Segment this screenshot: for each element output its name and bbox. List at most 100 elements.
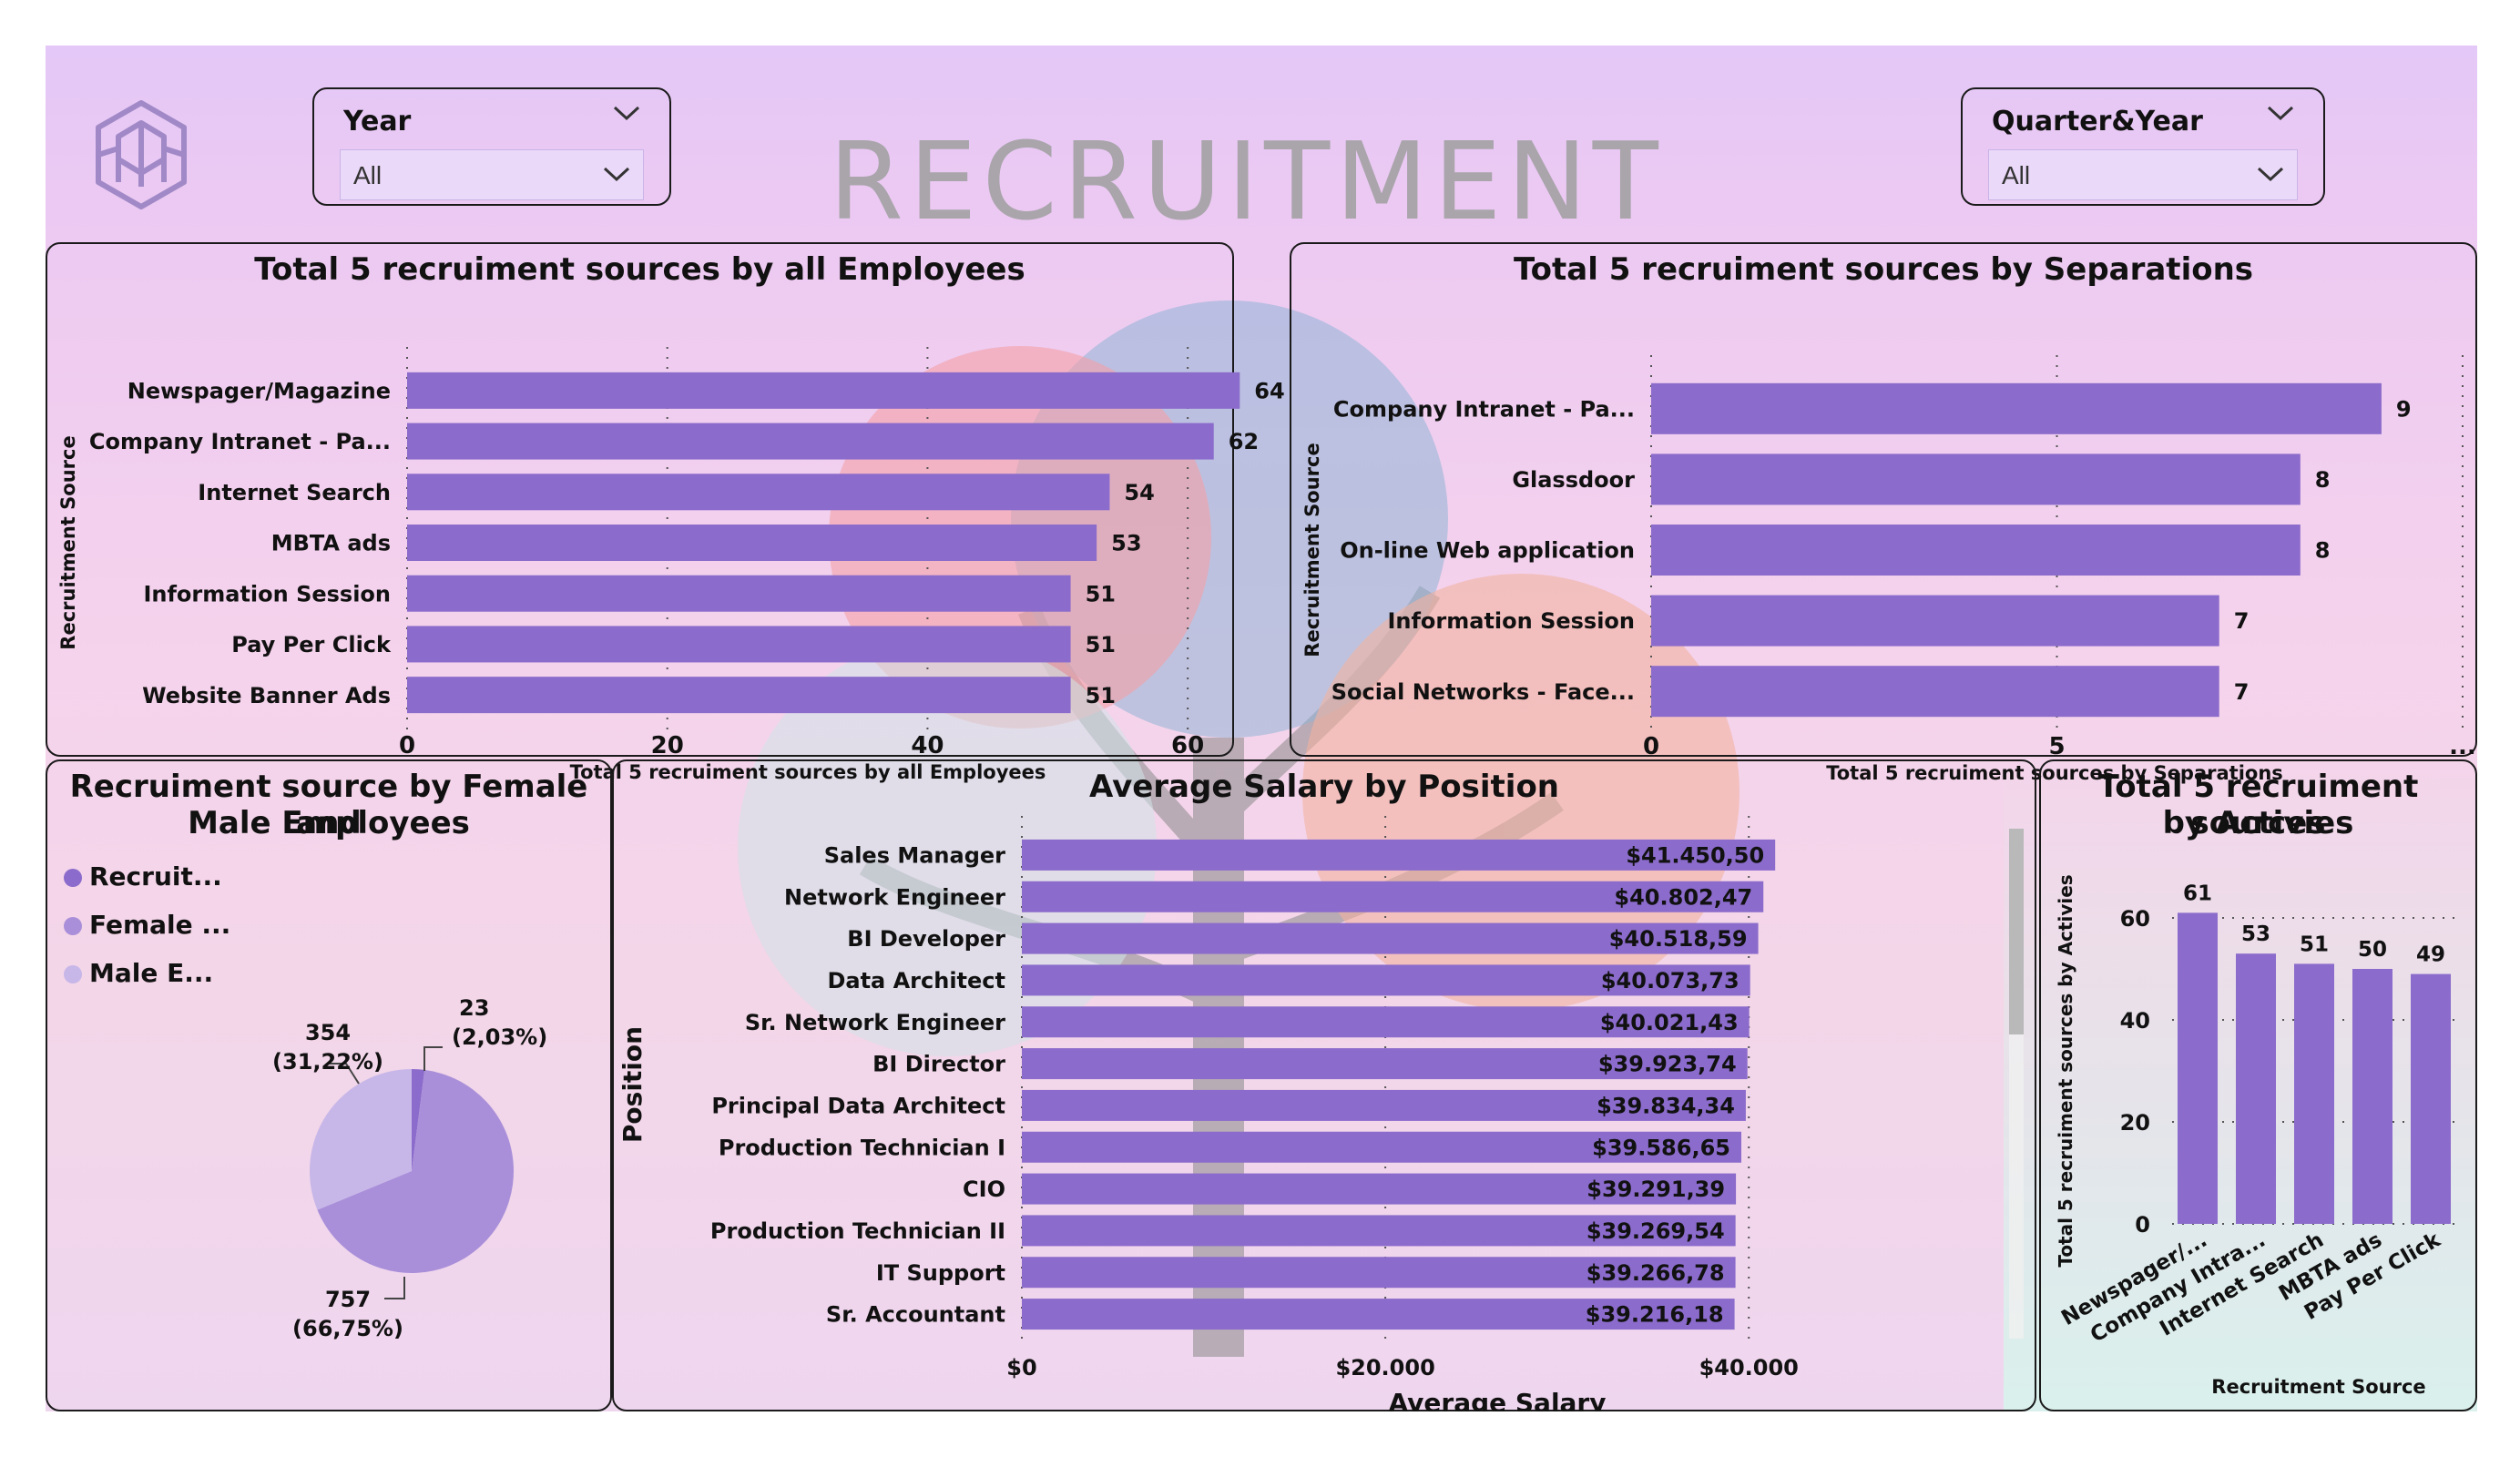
y-tick-label: 20 [2120,1110,2150,1136]
bar [1022,1257,1736,1289]
data-label: $39.269,54 [1586,1218,1725,1244]
y-axis-label: Total 5 recruiment sources by Activies [2055,874,2076,1267]
bar [1022,1173,1737,1205]
category-label: Newspager/Magazine [128,378,391,403]
gender-title-line2: Male Employees [188,805,470,841]
data-label: 54 [1124,480,1154,505]
chevron-down-icon[interactable] [601,163,632,185]
all-employees-panel: Total 5 recruiment sources by all Employ… [46,242,1285,783]
chevron-down-icon[interactable] [611,102,642,124]
activities-title-line2: by Activies [2162,805,2354,841]
data-label: $40.073,73 [1601,968,1740,993]
bar [1651,666,2219,718]
slice-pct-label: (31,22%) [272,1049,383,1075]
bar [407,626,1071,663]
x-tick-label: 0 [399,732,415,759]
dashboard-canvas: Year All RECRUITMENT Quarter&Year All To… [46,46,2477,1411]
page-title: RECRUITMENT [829,118,1664,244]
bar [1651,382,2382,434]
y-axis-label: Recruitment Source [1301,443,1323,657]
bar [1651,595,2219,647]
x-axis-label: Total 5 recruiment sources by Separation… [1826,762,2283,784]
legend-item-recruit[interactable]: Recruit... [64,861,222,892]
bar [2294,963,2334,1224]
bar [2236,953,2276,1224]
year-slicer[interactable]: Year All [312,87,671,206]
all-employees-title: Total 5 recruiment sources by all Employ… [254,251,1025,288]
data-label: $40.021,43 [1600,1010,1739,1035]
data-label: 8 [2315,467,2331,493]
data-label: $41.450,50 [1626,843,1764,869]
y-tick-label: 40 [2120,1008,2150,1034]
data-label: $40.518,59 [1609,926,1748,952]
x-axis-label: Average Salary [1388,1388,1606,1411]
category-label: Glassdoor [1512,467,1635,493]
quarter-year-slicer[interactable]: Quarter&Year All [1961,87,2325,206]
x-tick-label: $20.000 [1335,1355,1434,1381]
category-label: Sales Manager [824,843,1005,869]
data-label: 51 [1086,683,1116,708]
data-label: 61 [2183,881,2212,905]
slice-value-label: 23 [459,995,489,1021]
chevron-down-icon[interactable] [2265,102,2296,124]
legend-item-male[interactable]: Male E... [64,958,213,988]
pie-slice [317,1069,514,1273]
all-employees-bar-chart: Newspager/Magazine 64 Company Intranet - P… [57,347,1285,783]
bar [1022,1089,1746,1121]
data-label: 7 [2234,608,2250,634]
legend-label: Female ... [89,910,231,940]
year-dropdown[interactable]: All [340,149,644,200]
salary-scrollbar[interactable] [2009,829,2024,1339]
bar [407,575,1071,612]
x-tick-label: 60 [1171,732,1204,759]
bar [407,525,1097,561]
legend-item-female[interactable]: Female ... [64,910,230,940]
brain-logo-icon [96,100,187,209]
bar [407,372,1240,409]
bar [1022,964,1750,996]
category-label: Company Intranet - Pa... [1333,396,1635,422]
gender-title-line1: Recruiment source by Female and [69,769,588,841]
data-label: 53 [1111,531,1141,556]
data-label: 62 [1229,429,1259,454]
activities-title-line1: Total 5 recruiment sources [2097,769,2419,841]
bar [2352,969,2392,1224]
category-label: MBTA ads [271,531,391,556]
category-label: Network Engineer [784,884,1005,910]
slice-value-label: 757 [325,1287,371,1312]
bar [1651,453,2301,505]
data-label: $39.834,34 [1597,1094,1735,1119]
data-label: $39.923,74 [1598,1052,1737,1077]
category-label: CIO [963,1177,1005,1202]
scrollbar-thumb[interactable] [2009,829,2024,1034]
category-label: BI Developer [847,926,1005,952]
data-label: $39.291,39 [1586,1177,1725,1202]
category-label: Principal Data Architect [711,1094,1005,1119]
category-label: BI Director [872,1052,1005,1077]
data-label: 9 [2396,396,2412,422]
quarter-year-slicer-label: Quarter&Year [1992,106,2203,138]
legend-dot [64,917,82,935]
data-label: 7 [2234,679,2250,705]
y-tick-label: 0 [2135,1212,2150,1238]
bar [1022,839,1776,871]
quarter-year-dropdown[interactable]: All [1988,149,2298,200]
year-slicer-label: Year [343,106,412,138]
category-label: Pay Per Click [231,632,392,657]
bar [2178,912,2218,1224]
bar [407,423,1214,460]
quarter-year-dropdown-value: All [2002,161,2031,189]
slice-value-label: 354 [305,1020,351,1045]
x-tick-label: 40 [911,732,944,759]
data-label: $39.216,18 [1586,1302,1724,1328]
data-label: 49 [2416,943,2445,967]
y-axis-label: Position [617,1026,648,1143]
gender-panel: Recruiment source by Female and Male Emp… [46,759,612,1411]
bar [1022,1006,1750,1038]
chevron-down-icon[interactable] [2255,163,2286,185]
data-label: 51 [1086,632,1116,657]
data-label: 51 [1086,581,1116,606]
bar [1022,1131,1741,1163]
category-label: Information Session [143,581,391,606]
